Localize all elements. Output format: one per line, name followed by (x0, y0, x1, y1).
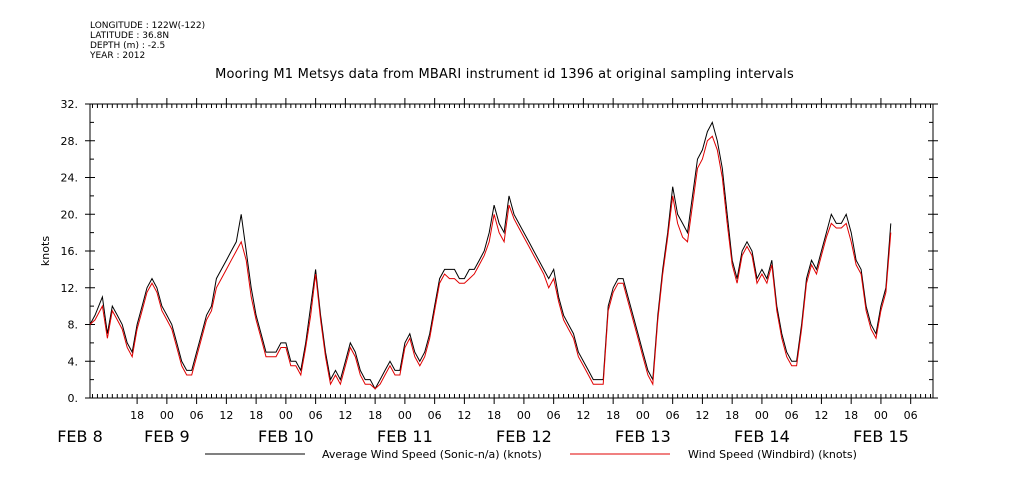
series-line-average-wind-speed (89, 121, 892, 390)
x-tick-label: 12 (338, 409, 352, 422)
x-tick-label: 00 (755, 409, 769, 422)
x-tick-label: 18 (130, 409, 144, 422)
x-tick-label: 12 (814, 409, 828, 422)
y-tick-label: 8. (68, 319, 79, 332)
x-tick-label: 18 (368, 409, 382, 422)
x-tick-label: 18 (606, 409, 620, 422)
y-tick-label: 16. (61, 245, 79, 258)
station-metadata: LONGITUDE : 122W(-122) LATITUDE : 36.8N … (90, 21, 205, 61)
chart-title: Mooring M1 Metsys data from MBARI instru… (215, 67, 794, 82)
x-day-label: FEB 15 (853, 427, 909, 446)
x-tick-label: 18 (487, 409, 501, 422)
x-tick-label: 00 (636, 409, 650, 422)
x-tick-label: 00 (160, 409, 174, 422)
minor-ticks (91, 104, 932, 398)
x-tick-label: 06 (428, 409, 442, 422)
x-tick-label: 12 (576, 409, 590, 422)
x-tick-label: 00 (517, 409, 531, 422)
x-day-label: FEB 14 (734, 427, 790, 446)
x-tick-label: 00 (874, 409, 888, 422)
latitude-label: LATITUDE : 36.8N (90, 31, 170, 41)
x-tick-label: 12 (219, 409, 233, 422)
y-tick-label: 32. (61, 98, 79, 111)
legend-label-avg: Average Wind Speed (Sonic-n/a) (knots) (322, 448, 542, 461)
x-day-label: FEB 9 (144, 427, 190, 446)
legend-label-windbird: Wind Speed (Windbird) (knots) (688, 448, 857, 461)
x-tick-label: 12 (695, 409, 709, 422)
x-tick-label: 00 (398, 409, 412, 422)
series-layer (89, 121, 892, 390)
year-label: YEAR : 2012 (90, 51, 146, 61)
x-day-label: FEB 10 (258, 427, 314, 446)
y-tick-label: 0. (68, 392, 79, 405)
longitude-label: LONGITUDE : 122W(-122) (90, 21, 206, 31)
x-tick-label: 06 (904, 409, 918, 422)
x-tick-label: 06 (190, 409, 204, 422)
x-tick-label: 06 (309, 409, 323, 422)
y-axis: 0. 4. 8. 12. 16. 20. 24. 28. 32. (61, 98, 938, 405)
y-tick-label: 20. (61, 208, 79, 221)
y-tick-label: 4. (68, 355, 79, 368)
x-tick-label: 06 (785, 409, 799, 422)
x-tick-label: 18 (249, 409, 263, 422)
x-day-label: FEB 11 (377, 427, 433, 446)
depth-label: DEPTH (m) : -2.5 (90, 41, 166, 51)
x-tick-label: 18 (844, 409, 858, 422)
y-axis-label: knots (39, 236, 52, 266)
plot-frame (89, 103, 934, 399)
x-day-label: FEB 13 (615, 427, 671, 446)
x-day-label: FEB 12 (496, 427, 552, 446)
x-tick-label: 12 (457, 409, 471, 422)
y-tick-label: 12. (61, 282, 79, 295)
x-day-label: FEB 8 (57, 427, 103, 446)
legend: Average Wind Speed (Sonic-n/a) (knots) W… (205, 448, 857, 461)
y-tick-label: 28. (61, 135, 79, 148)
x-tick-label: 00 (279, 409, 293, 422)
y-tick-label: 24. (61, 172, 79, 185)
x-axis: 18 00 06 12 18 00 06 12 18 00 06 12 18 00 06 12 18 00 06 12… (57, 98, 918, 446)
x-tick-label: 18 (725, 409, 739, 422)
series-line-windbird-wind-speed (89, 135, 892, 390)
x-tick-label: 06 (547, 409, 561, 422)
x-tick-label: 06 (666, 409, 680, 422)
